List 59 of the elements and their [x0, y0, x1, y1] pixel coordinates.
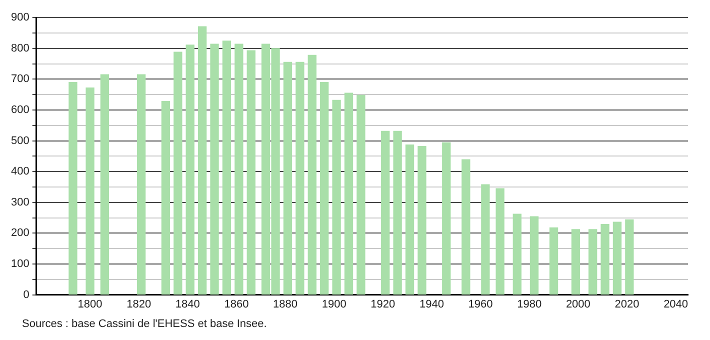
y-tick-label: 800 — [10, 42, 30, 54]
y-tick-label: 0 — [23, 288, 30, 301]
bar — [332, 100, 341, 295]
bar — [198, 26, 207, 295]
bar — [246, 50, 256, 295]
bar — [496, 188, 504, 295]
bar — [86, 87, 94, 295]
bar — [612, 222, 622, 295]
bar — [512, 214, 522, 295]
bar — [600, 224, 610, 295]
bar — [381, 130, 390, 295]
bar — [356, 94, 366, 295]
x-tick-label: 1800 — [78, 298, 102, 310]
y-tick-label: 400 — [10, 166, 30, 178]
y-tick-label: 100 — [10, 258, 30, 270]
bar — [283, 62, 292, 295]
bar — [530, 216, 539, 295]
y-tick-label: 300 — [10, 196, 30, 208]
bar — [549, 227, 558, 295]
bar — [344, 92, 354, 295]
bar — [210, 44, 219, 295]
bar — [462, 159, 470, 295]
x-tick-label: 1820 — [126, 298, 152, 310]
bar — [481, 184, 490, 295]
y-tick-label: 200 — [10, 227, 30, 240]
x-tick-label: 2020 — [614, 298, 640, 310]
bar — [405, 144, 414, 295]
bar — [174, 52, 182, 295]
bar — [393, 130, 402, 295]
x-tick-label: 2000 — [566, 298, 590, 310]
x-tick-label: 1840 — [175, 298, 200, 310]
y-tick-label: 600 — [10, 104, 30, 116]
bar — [68, 82, 78, 295]
x-tick-label: 1860 — [224, 298, 249, 310]
x-tick-label: 1880 — [273, 298, 298, 310]
bar — [161, 101, 170, 295]
bar — [222, 40, 232, 295]
bar — [588, 229, 598, 295]
y-tick-label: 500 — [10, 134, 30, 147]
bar — [625, 219, 634, 295]
bar — [418, 146, 426, 295]
x-tick-label: 1960 — [468, 298, 493, 310]
bar — [320, 82, 329, 295]
bar — [100, 74, 110, 295]
bar — [442, 142, 451, 295]
x-tick-label: 1900 — [322, 298, 346, 310]
source-note: Sources : base Cassini de l'EHESS et base Insee. — [22, 318, 268, 330]
x-tick-label: 1940 — [419, 298, 444, 310]
bar — [136, 74, 146, 295]
bar — [571, 229, 580, 295]
x-tick-label: 1980 — [517, 298, 542, 310]
bar — [308, 54, 316, 295]
y-tick-label: 700 — [10, 73, 30, 86]
x-tick-label: 2040 — [664, 298, 688, 310]
x-tick-label: 1920 — [370, 298, 396, 310]
bar — [296, 62, 304, 295]
y-tick-label: 900 — [10, 12, 30, 24]
bar — [186, 44, 194, 295]
bar — [234, 44, 244, 295]
